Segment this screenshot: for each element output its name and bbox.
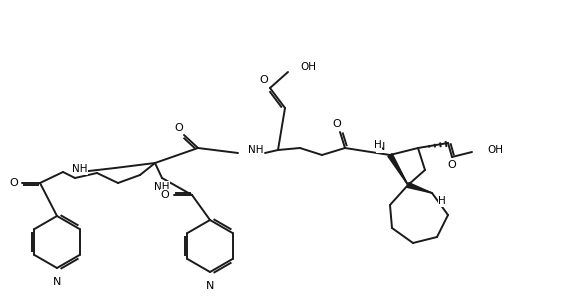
Text: O: O bbox=[10, 178, 18, 188]
Text: O: O bbox=[175, 123, 183, 133]
Text: O: O bbox=[333, 119, 341, 129]
Text: N: N bbox=[53, 277, 61, 287]
Text: H: H bbox=[438, 196, 446, 206]
Text: O: O bbox=[161, 190, 169, 200]
Text: O: O bbox=[448, 160, 456, 170]
Text: NH: NH bbox=[248, 145, 264, 155]
Text: OH: OH bbox=[300, 62, 316, 72]
Polygon shape bbox=[407, 183, 432, 193]
Text: H: H bbox=[374, 140, 382, 150]
Text: OH: OH bbox=[487, 145, 503, 155]
Text: N: N bbox=[206, 281, 214, 291]
Text: NH: NH bbox=[155, 182, 170, 192]
Text: NH: NH bbox=[72, 164, 88, 174]
Text: O: O bbox=[260, 75, 268, 85]
Text: N: N bbox=[376, 142, 385, 152]
Polygon shape bbox=[388, 154, 408, 185]
